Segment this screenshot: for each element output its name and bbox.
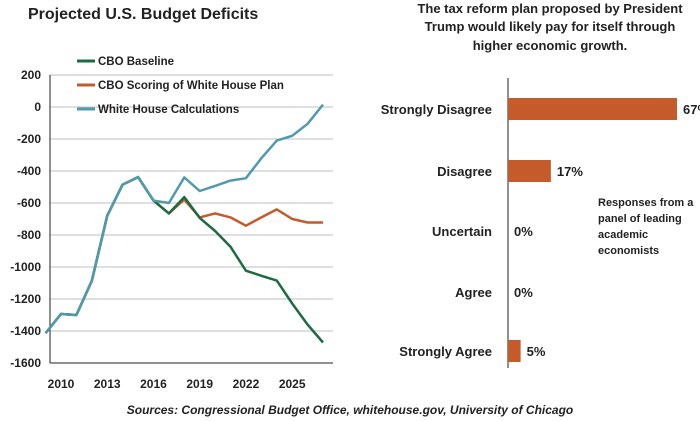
x-tick-label: 2016: [140, 377, 167, 391]
y-tick-label: 0: [34, 100, 41, 114]
bar-chart: The tax reform plan proposed by Presiden…: [381, 1, 700, 368]
bar: [508, 160, 551, 182]
bar-chart-annotation: Responses from a panel of leading academic…: [598, 197, 694, 257]
y-tick-label: -1200: [10, 292, 41, 306]
legend-label: White House Calculations: [98, 104, 239, 116]
series-line-1: [44, 175, 323, 334]
source-note: Sources: Congressional Budget Office, wh…: [127, 403, 574, 417]
annotation-line: panel of leading: [598, 213, 682, 225]
series-line-0: [44, 175, 324, 344]
y-tick-label: -400: [17, 164, 41, 178]
y-tick-label: 200: [21, 68, 41, 82]
line-chart-series: [44, 103, 324, 344]
y-tick-label: -1400: [10, 324, 41, 338]
legend-label: CBO Baseline: [98, 56, 174, 68]
annotation-line: academic: [598, 229, 648, 241]
value-label: 67%: [683, 102, 700, 117]
value-label: 0%: [514, 285, 533, 300]
category-label: Uncertain: [432, 224, 492, 239]
line-chart-legend: CBO Baseline CBO Scoring of White House P…: [77, 56, 284, 116]
x-tick-label: 2013: [94, 377, 121, 391]
value-label: 17%: [557, 164, 583, 179]
x-tick-label: 2025: [279, 377, 306, 391]
value-label: 0%: [514, 224, 533, 239]
bar-chart-bars: Strongly Disagree 67% Disagree 17% Uncertain…: [381, 98, 700, 362]
bar: [508, 98, 677, 120]
bar-chart-title: The tax reform plan proposed by Presiden…: [417, 1, 683, 53]
y-tick-label: -200: [17, 132, 41, 146]
bar: [508, 340, 521, 362]
line-chart-y-ticks: 200 0 -200 -400 -600 -800 -1000 -1200 -1400 -1600: [10, 68, 41, 370]
y-tick-label: -600: [17, 196, 41, 210]
bar-chart-title-line: Trump would likely pay for itself throug…: [425, 19, 676, 34]
line-chart-x-ticks: 2010 2013 2016 2019 2022 2025: [48, 377, 306, 391]
x-tick-label: 2010: [48, 377, 75, 391]
line-chart-title: Projected U.S. Budget Deficits: [28, 6, 258, 23]
category-label: Disagree: [437, 164, 492, 179]
y-tick-label: -1000: [10, 260, 41, 274]
category-label: Agree: [455, 285, 492, 300]
line-chart: Projected U.S. Budget Deficits 200 0 -200 -…: [10, 6, 333, 391]
series-line-2: [44, 103, 324, 334]
category-label: Strongly Agree: [399, 344, 492, 359]
bar-chart-title-line: The tax reform plan proposed by Presiden…: [417, 1, 683, 16]
y-tick-label: -800: [17, 228, 41, 242]
x-tick-label: 2019: [186, 377, 213, 391]
line-chart-grid: [50, 74, 333, 332]
y-tick-label: -1600: [10, 356, 41, 370]
annotation-line: Responses from a: [598, 197, 694, 209]
bar-chart-title-line: higher economic growth.: [473, 38, 628, 53]
x-tick-label: 2022: [233, 377, 260, 391]
annotation-line: economists: [598, 245, 659, 257]
value-label: 5%: [527, 344, 546, 359]
legend-label: CBO Scoring of White House Plan: [98, 80, 284, 92]
category-label: Strongly Disagree: [381, 102, 492, 117]
